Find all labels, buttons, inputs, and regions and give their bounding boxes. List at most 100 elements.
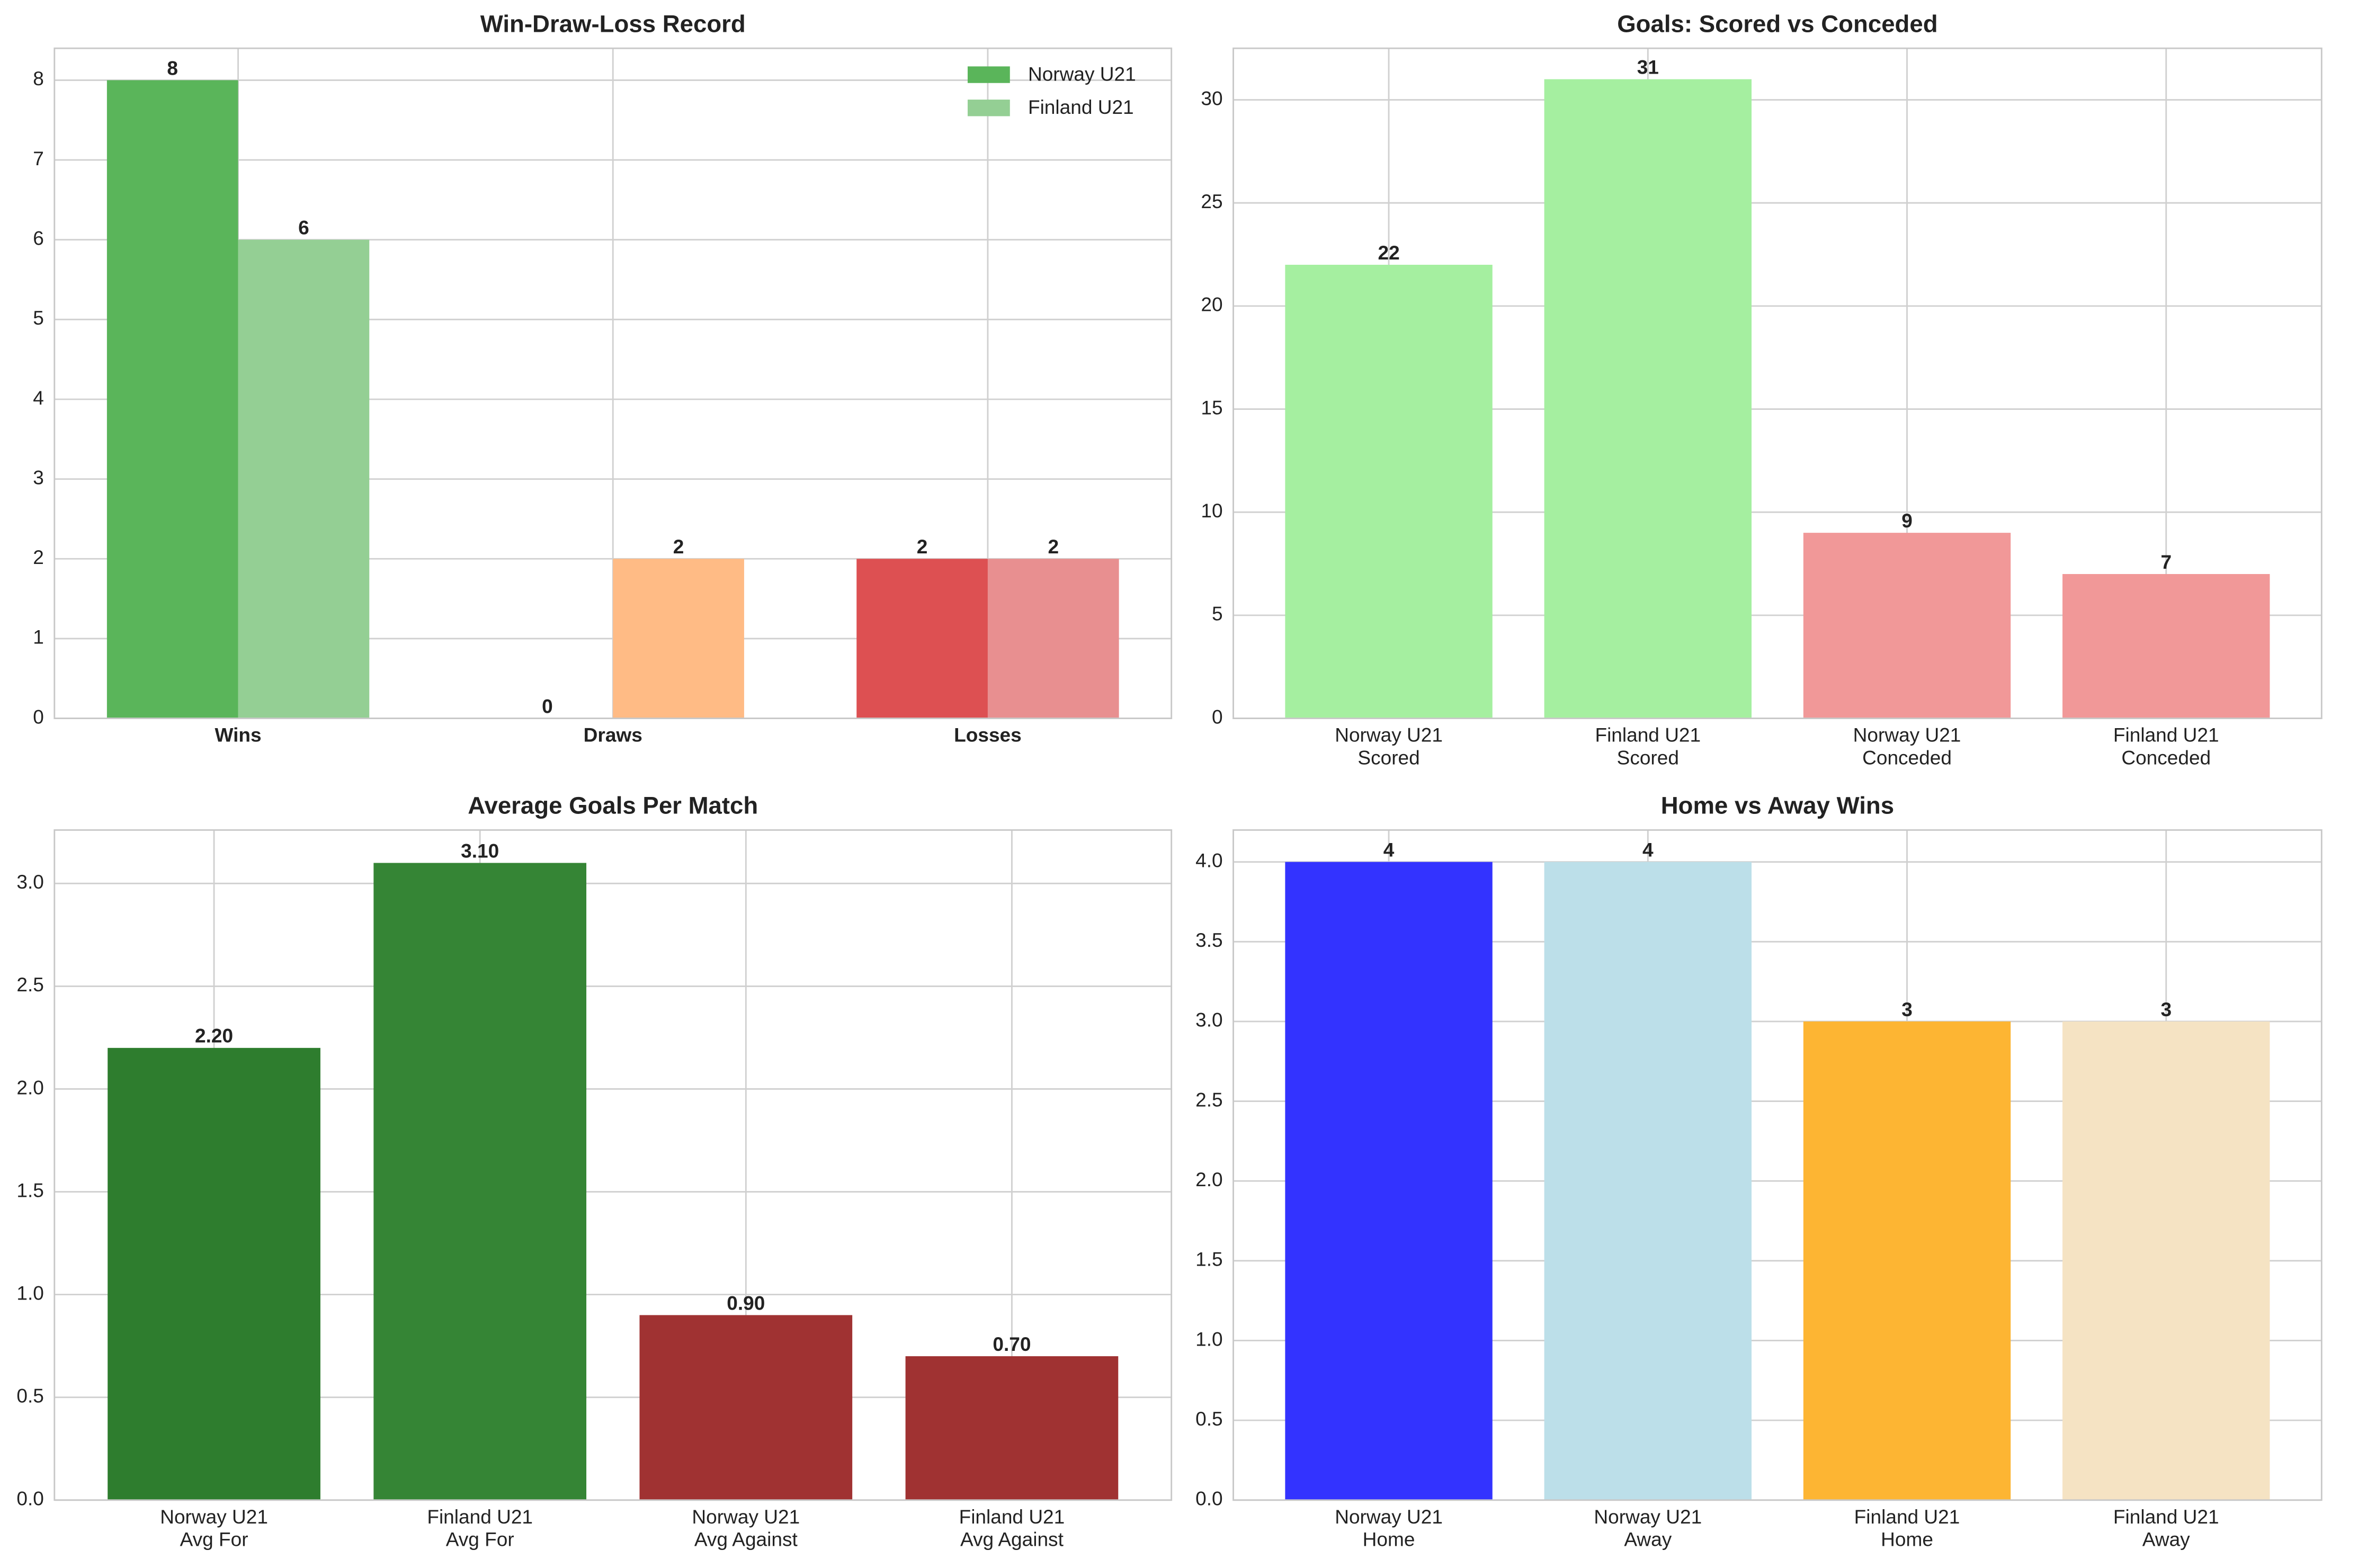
x-tick-line: Norway U21 [1335, 1506, 1443, 1528]
value-label: 2 [1048, 535, 1059, 558]
y-tick-label: 5 [1212, 603, 1223, 625]
axes-frame [1232, 47, 2323, 719]
y-tick-label: 20 [1201, 293, 1222, 316]
bar [1544, 79, 1752, 719]
y-tick-label: 2 [33, 546, 44, 568]
x-tick-line: Avg Against [694, 1528, 798, 1550]
y-tick-label: 5 [33, 307, 44, 329]
y-tick-label: 4.0 [1195, 849, 1222, 871]
x-tick-line: Norway U21 [1335, 724, 1443, 746]
x-tick-line: Avg For [180, 1528, 248, 1550]
x-tick-line: Finland U21 [2113, 1506, 2219, 1528]
value-label: 31 [1637, 56, 1659, 78]
y-tick-label: 6 [33, 227, 44, 249]
chart-title: Win-Draw-Loss Record [480, 10, 746, 37]
value-label: 2.20 [195, 1025, 233, 1047]
x-tick-label: Wins [215, 724, 262, 746]
x-tick-line: Norway U21 [1594, 1506, 1702, 1528]
legend-label: Norway U21 [1028, 62, 1136, 85]
x-tick-line: Away [2142, 1528, 2190, 1550]
y-tick-label: 2.5 [16, 973, 43, 996]
y-tick-label: 0.0 [16, 1488, 43, 1510]
y-tick-label: 3.0 [1195, 1009, 1222, 1031]
x-tick-label: Norway U21 Scored [1335, 724, 1443, 769]
x-tick-label: Norway U21 Away [1594, 1506, 1702, 1551]
legend-swatch [967, 66, 1010, 83]
bar [2062, 1021, 2270, 1500]
bar [238, 239, 370, 719]
x-tick-label: Finland U21 Avg For [427, 1506, 533, 1551]
x-tick-line: Scored [1357, 746, 1419, 768]
x-tick-line: Avg Against [960, 1528, 1064, 1550]
bar [373, 863, 587, 1500]
bar [1285, 862, 1493, 1500]
bar [106, 80, 238, 719]
y-tick-label: 0 [33, 705, 44, 728]
value-label: 2 [917, 535, 928, 558]
x-tick-label: Finland U21 Avg Against [959, 1506, 1065, 1551]
chart-title: Home vs Away Wins [1661, 792, 1894, 819]
x-tick-label: Norway U21 Conceded [1853, 724, 1961, 769]
bar [1803, 1021, 2011, 1500]
y-tick-label: 3 [33, 466, 44, 488]
x-tick-line: Scored [1617, 746, 1679, 768]
x-tick-line: Norway U21 [692, 1506, 800, 1528]
value-label: 0.70 [993, 1333, 1031, 1355]
value-label: 8 [167, 57, 178, 79]
y-tick-label: 0 [1212, 705, 1223, 728]
x-tick-label: Finland U21 Scored [1595, 724, 1701, 769]
x-tick-line: Home [1881, 1528, 1933, 1550]
x-tick-line: Norway U21 [1853, 724, 1961, 746]
y-tick-label: 2.0 [1195, 1168, 1222, 1190]
chart-title: Average Goals Per Match [468, 792, 758, 819]
x-tick-line: Away [1624, 1528, 1672, 1550]
bar [1544, 862, 1752, 1500]
x-tick-label: Draws [584, 724, 642, 746]
bar [987, 559, 1119, 719]
value-label: 6 [298, 217, 309, 239]
y-tick-label: 30 [1201, 87, 1222, 109]
x-tick-label: Norway U21 Avg Against [692, 1506, 800, 1551]
x-tick-label: Finland U21 Home [1854, 1506, 1960, 1551]
value-label: 9 [1901, 509, 1913, 532]
y-tick-label: 1.5 [1195, 1248, 1222, 1270]
y-tick-label: 10 [1201, 499, 1222, 522]
x-tick-line: Finland U21 [1595, 724, 1701, 746]
x-tick-line: Conceded [2121, 746, 2211, 768]
axes-frame [53, 829, 1173, 1501]
value-label: 2 [673, 535, 684, 558]
x-tick-label: Finland U21 Away [2113, 1506, 2219, 1551]
value-label: 22 [1378, 241, 1399, 264]
legend-label: Finland U21 [1028, 96, 1134, 118]
y-tick-label: 1.0 [16, 1282, 43, 1304]
bar [108, 1047, 320, 1500]
y-tick-label: 1.5 [16, 1179, 43, 1201]
x-tick-label: Finland U21 Conceded [2113, 724, 2219, 769]
y-tick-label: 2.5 [1195, 1088, 1222, 1110]
x-tick-line: Conceded [1862, 746, 1952, 768]
y-tick-label: 0.0 [1195, 1488, 1222, 1510]
y-tick-label: 1 [33, 626, 44, 648]
value-label: 7 [2160, 551, 2172, 573]
y-tick-label: 4 [33, 387, 44, 409]
x-tick-label: Norway U21 Avg For [160, 1506, 268, 1551]
value-label: 4 [1383, 839, 1395, 861]
chart-title: Goals: Scored vs Conceded [1617, 10, 1937, 37]
y-tick-label: 0.5 [16, 1384, 43, 1406]
axes-frame [53, 47, 1173, 719]
y-tick-label: 15 [1201, 396, 1222, 418]
value-label: 3 [2160, 998, 2172, 1020]
bar [856, 559, 988, 719]
bar [2062, 574, 2270, 719]
bar [639, 1315, 853, 1500]
y-tick-label: 3.0 [16, 871, 43, 893]
x-tick-line: Finland U21 [427, 1506, 533, 1528]
value-label: 0.90 [727, 1292, 765, 1314]
legend-swatch [967, 100, 1010, 117]
y-tick-label: 25 [1201, 190, 1222, 212]
bar [1285, 264, 1493, 719]
value-label: 3 [1901, 998, 1913, 1020]
y-tick-label: 3.5 [1195, 929, 1222, 951]
value-label: 3.10 [461, 839, 499, 862]
